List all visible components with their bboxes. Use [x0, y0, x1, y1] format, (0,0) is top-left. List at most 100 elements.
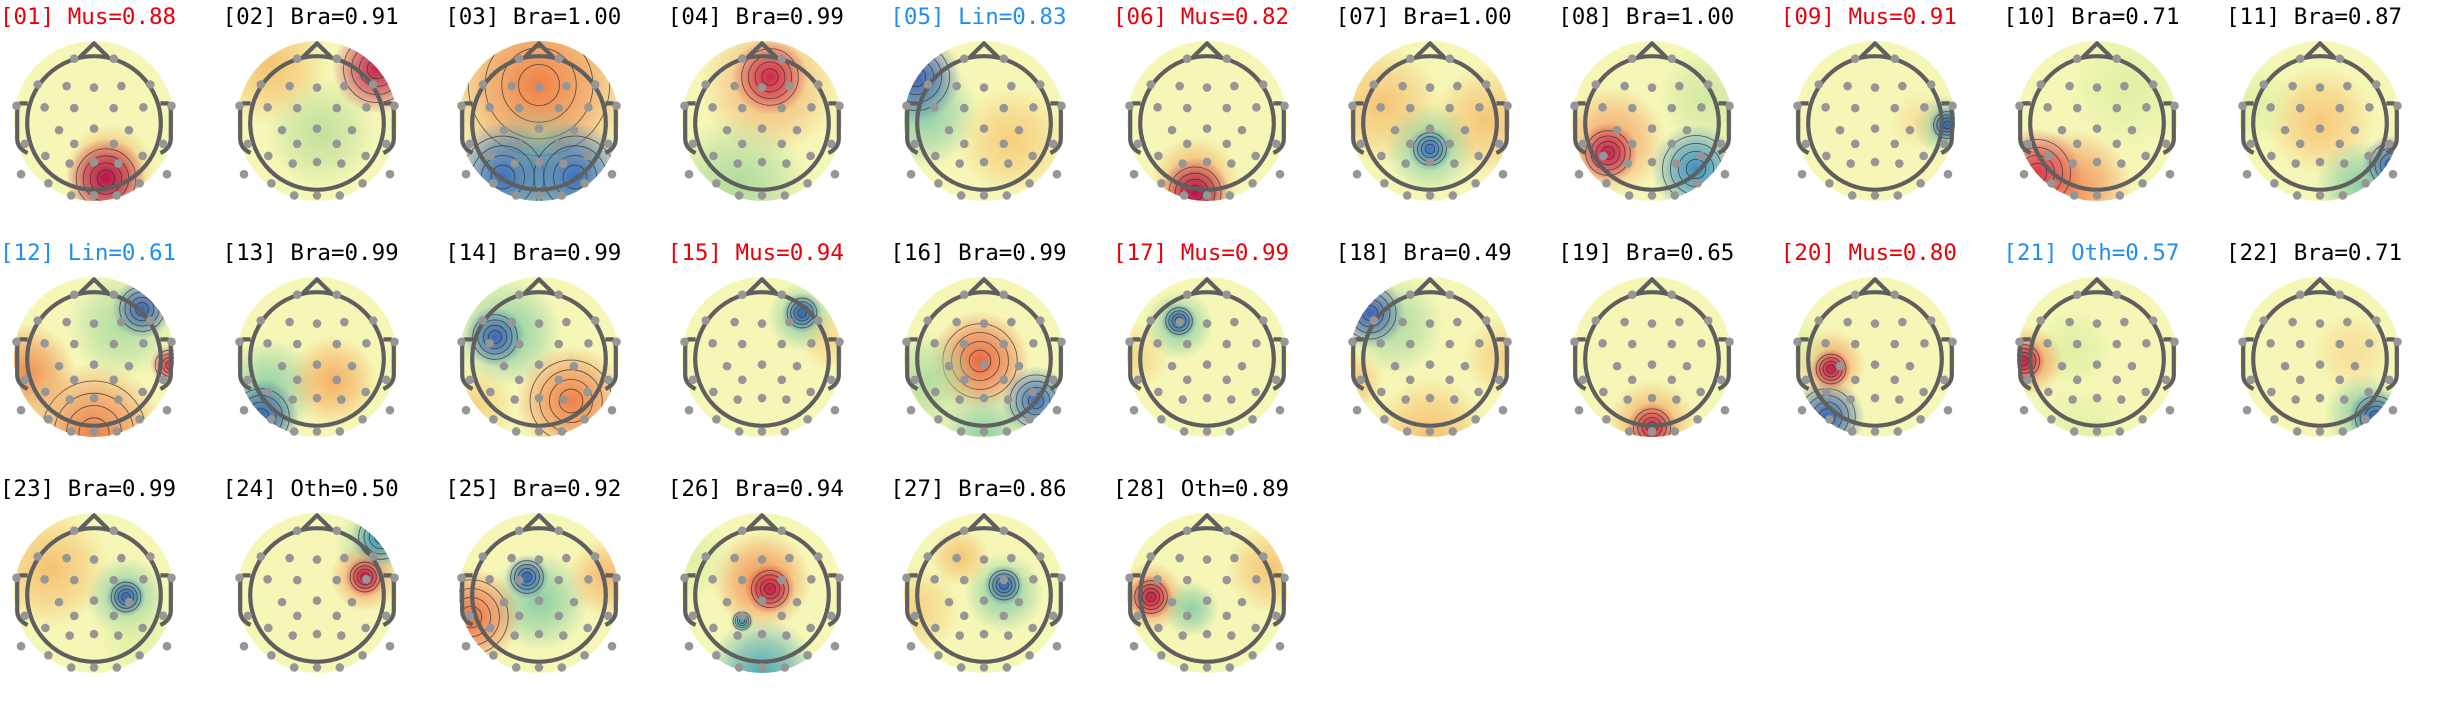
component-label: [25] Bra=0.92: [445, 476, 622, 502]
scalp-topomap: [6, 33, 182, 209]
scalp-topomap: [896, 33, 1072, 209]
component-cell: [21] Oth=0.57: [2003, 239, 2225, 469]
field-map: [236, 277, 397, 437]
scalp-topomap: [2009, 269, 2185, 445]
scalp-topomap: [674, 33, 850, 209]
scalp-topomap: [1787, 33, 1963, 209]
field-map: [1349, 277, 1510, 437]
scalp-topomap: [2009, 33, 2185, 209]
component-label: [13] Bra=0.99: [222, 240, 399, 266]
component-label: [27] Bra=0.86: [890, 476, 1067, 502]
scalp-topomap: [229, 269, 405, 445]
electrode-markers: [12, 526, 176, 672]
component-label: [05] Lin=0.83: [890, 4, 1067, 30]
scalp-topomap: [451, 269, 627, 445]
field-map: [459, 513, 620, 673]
electrode-markers: [679, 54, 844, 200]
electrode-markers: [2015, 290, 2180, 436]
electrode-markers: [1570, 54, 1735, 200]
scalp-topomap: [451, 33, 627, 209]
head-outline: [2018, 277, 2177, 428]
component-cell: [19] Bra=0.65: [1558, 239, 1780, 469]
component-label: [03] Bra=1.00: [445, 4, 622, 30]
head-outline: [2241, 41, 2399, 192]
component-cell: [26] Bra=0.94: [668, 475, 890, 705]
scalp-topomap: [1564, 33, 1740, 209]
component-label: [15] Mus=0.94: [667, 240, 844, 266]
field-map: [1349, 41, 1510, 201]
component-label: [28] Oth=0.89: [1113, 476, 1290, 502]
component-label: [12] Lin=0.61: [0, 240, 177, 266]
electrode-markers: [457, 54, 622, 200]
component-cell: [14] Bra=0.99: [445, 239, 667, 469]
component-cell: [08] Bra=1.00: [1558, 3, 1780, 233]
component-cell: [06] Mus=0.82: [1113, 3, 1335, 233]
component-label: [21] Oth=0.57: [2003, 240, 2180, 266]
head-outline: [1128, 513, 1286, 664]
scalp-topomap: [674, 505, 850, 681]
component-cell: [07] Bra=1.00: [1336, 3, 1558, 233]
field-map: [1794, 41, 1955, 201]
field-map: [14, 513, 174, 673]
component-cell: [25] Bra=0.92: [445, 475, 667, 705]
component-label: [20] Mus=0.80: [1780, 240, 1957, 266]
scalp-topomap: [2232, 269, 2408, 445]
field-map: [681, 277, 842, 437]
scalp-topomap: [451, 505, 627, 681]
field-map: [2240, 277, 2400, 437]
electrode-markers: [2015, 54, 2180, 200]
component-cell: [04] Bra=0.99: [668, 3, 890, 233]
component-cell: [16] Bra=0.99: [890, 239, 1112, 469]
component-label: [23] Bra=0.99: [0, 476, 177, 502]
component-label: [07] Bra=1.00: [1335, 4, 1512, 30]
scalp-topomap: [1564, 269, 1740, 445]
component-cell: [17] Mus=0.99: [1113, 239, 1335, 469]
component-cell: [12] Lin=0.61: [0, 239, 222, 469]
component-label: [09] Mus=0.91: [1780, 4, 1957, 30]
electrode-markers: [1125, 54, 1289, 200]
field-map: [1572, 277, 1733, 437]
scalp-topomap: [896, 269, 1072, 445]
component-cell: [28] Oth=0.89: [1113, 475, 1335, 705]
scalp-topomap: [6, 505, 182, 681]
scalp-topomap: [1119, 33, 1295, 209]
electrode-markers: [1792, 290, 1957, 436]
electrode-markers: [2238, 290, 2402, 436]
electrode-markers: [679, 290, 844, 436]
scalp-topomap: [1787, 269, 1963, 445]
electrode-markers: [902, 290, 1067, 436]
electrode-markers: [457, 526, 622, 672]
scalp-topomap: [896, 505, 1072, 681]
field-map: [681, 513, 842, 673]
component-label: [22] Bra=0.71: [2226, 240, 2403, 266]
field-map: [1127, 41, 1287, 201]
component-cell: [11] Bra=0.87: [2226, 3, 2438, 233]
electrode-markers: [679, 526, 844, 672]
field-map: [1127, 513, 1287, 673]
electrode-markers: [1125, 290, 1289, 436]
component-cell: [02] Bra=0.91: [223, 3, 445, 233]
component-label: [16] Bra=0.99: [890, 240, 1067, 266]
component-cell: [27] Bra=0.86: [890, 475, 1112, 705]
component-label: [06] Mus=0.82: [1113, 4, 1290, 30]
electrode-markers: [1347, 290, 1512, 436]
electrode-markers: [234, 526, 399, 672]
component-label: [11] Bra=0.87: [2226, 4, 2403, 30]
component-label: [02] Bra=0.91: [222, 4, 399, 30]
component-cell: [15] Mus=0.94: [668, 239, 890, 469]
electrode-markers: [1792, 54, 1957, 200]
component-label: [18] Bra=0.49: [1335, 240, 1512, 266]
electrode-markers: [2238, 54, 2402, 200]
component-label: [24] Oth=0.50: [222, 476, 399, 502]
electrode-markers: [457, 290, 622, 436]
component-cell: [09] Mus=0.91: [1781, 3, 2003, 233]
component-cell: [22] Bra=0.71: [2226, 239, 2438, 469]
component-label: [01] Mus=0.88: [0, 4, 177, 30]
component-cell: [24] Oth=0.50: [223, 475, 445, 705]
electrode-markers: [1570, 290, 1735, 436]
component-label: [10] Bra=0.71: [2003, 4, 2180, 30]
electrode-markers: [902, 526, 1067, 672]
scalp-topomap: [1119, 269, 1295, 445]
component-cell: [10] Bra=0.71: [2003, 3, 2225, 233]
scalp-topomap: [1342, 33, 1518, 209]
